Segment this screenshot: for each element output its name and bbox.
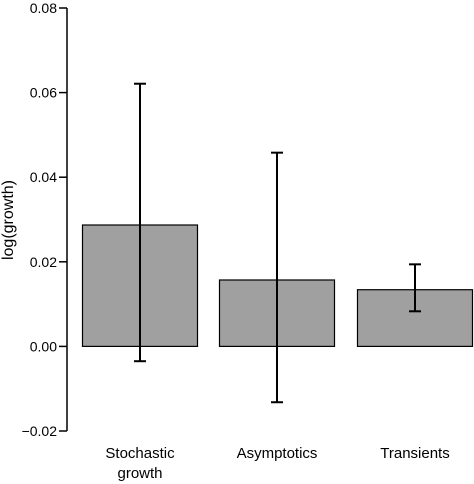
x-tick-label: Asymptotics bbox=[237, 445, 318, 462]
y-axis-label: log(growth) bbox=[0, 180, 17, 260]
y-tick-label: 0.02 bbox=[30, 254, 57, 270]
y-tick-label: 0.06 bbox=[30, 85, 57, 101]
x-tick-label: growth bbox=[117, 465, 162, 482]
x-tick-label: Stochastic bbox=[105, 445, 175, 462]
x-tick-labels: Stochastic growth Asymptotics Transients bbox=[105, 445, 449, 482]
y-tick-label: 0.04 bbox=[30, 169, 57, 185]
error-bars bbox=[134, 82, 421, 404]
y-tick-label: 0.00 bbox=[30, 338, 57, 354]
x-tick-label: Transients bbox=[380, 445, 449, 462]
y-axis: −0.02 0.00 0.02 0.04 0.06 0.08 bbox=[22, 0, 68, 439]
y-tick-label: −0.02 bbox=[22, 423, 58, 439]
y-tick-label: 0.08 bbox=[30, 0, 57, 16]
